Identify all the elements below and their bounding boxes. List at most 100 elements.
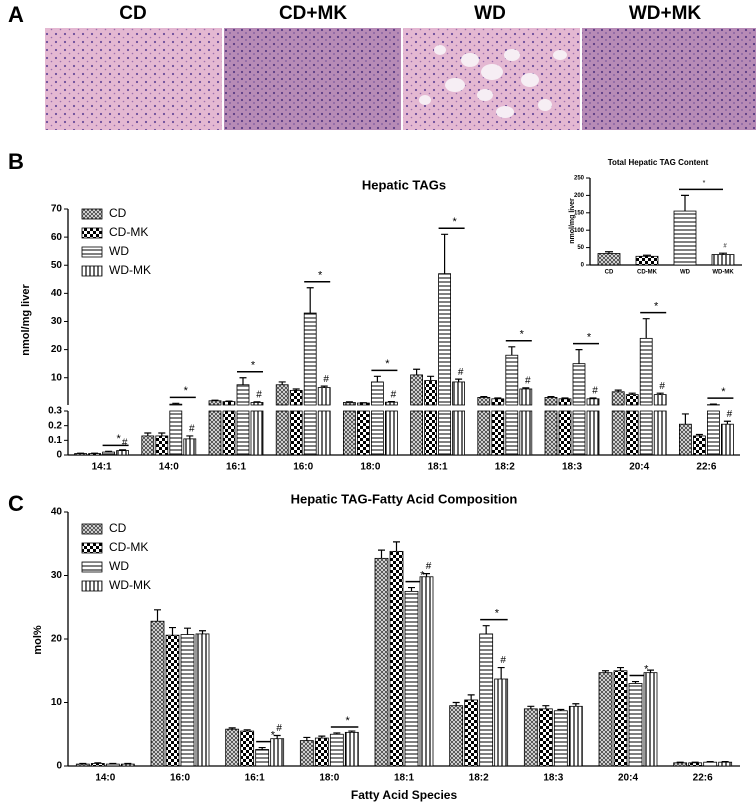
x-tick-label: WD (680, 270, 691, 276)
bar (635, 255, 659, 266)
error-bar (333, 732, 341, 735)
error-bar (572, 703, 580, 707)
significance-label: * (420, 569, 425, 581)
significance-label: * (271, 729, 276, 741)
bar (169, 403, 183, 406)
bar (208, 410, 222, 456)
y-axis-label: mol% (32, 625, 44, 655)
error-bar (695, 433, 703, 436)
error-bar (393, 541, 400, 552)
bar (240, 730, 255, 767)
bar (116, 450, 129, 456)
error-bar (632, 680, 639, 684)
bar (586, 410, 600, 456)
bar (711, 254, 735, 266)
x-tick-label: CD-MK (637, 270, 658, 276)
error-bar (373, 375, 381, 382)
x-tick-label: 18:0 (319, 773, 339, 784)
bar (597, 253, 621, 266)
legend-label: CD-MK (109, 225, 148, 239)
bar (370, 410, 384, 456)
error-bar (109, 762, 117, 765)
image-label: WD+MK (629, 3, 702, 24)
panel-letter: A (8, 2, 24, 27)
y-tick-label: 70 (51, 204, 63, 215)
x-axis-label: Fatty Acid Species (351, 788, 458, 802)
error-bar (211, 399, 219, 401)
error-bar (467, 694, 475, 700)
x-tick-label: WD-MK (712, 270, 734, 276)
bar (703, 761, 718, 767)
bar (505, 354, 519, 406)
x-tick-label: 18:3 (543, 773, 563, 784)
bar (653, 410, 667, 456)
error-bar (273, 734, 281, 739)
y-tick-label: 0.3 (48, 406, 62, 417)
error-bar (494, 397, 502, 399)
error-bar (647, 669, 654, 673)
bar (673, 762, 688, 767)
error-bar (642, 318, 650, 339)
bar (438, 273, 452, 406)
error-bar (258, 746, 266, 750)
error-bar (455, 378, 463, 382)
histology-image (45, 28, 222, 130)
error-bar (278, 381, 286, 385)
error-bar (119, 449, 127, 451)
bar (628, 683, 643, 767)
error-bar (681, 194, 689, 212)
legend-swatch (81, 208, 103, 220)
x-tick-label: 18:2 (495, 462, 515, 473)
error-bar (408, 586, 415, 592)
bar (625, 410, 639, 456)
significance-label: * (703, 180, 706, 187)
error-bar (614, 389, 622, 392)
legend-swatch (81, 265, 103, 277)
bar (222, 410, 236, 456)
error-bar (239, 377, 247, 385)
bar (275, 410, 289, 456)
bar (102, 451, 115, 456)
error-bar (508, 346, 516, 356)
x-tick-label: 18:2 (469, 773, 489, 784)
significance-label: * (116, 433, 121, 445)
significance-label: * (644, 663, 649, 675)
bar (344, 731, 359, 767)
x-tick-label: 14:1 (92, 462, 112, 473)
error-bar (79, 762, 87, 765)
bar (317, 387, 331, 406)
error-bar (303, 736, 311, 741)
bar (404, 590, 419, 767)
bar (553, 710, 568, 767)
significance-label: # (500, 655, 506, 666)
significance-label: # (189, 424, 195, 435)
bar (374, 557, 389, 767)
significance-label: * (184, 385, 189, 397)
x-tick-label: 20:4 (629, 462, 649, 473)
y-tick-label: 0 (56, 761, 62, 772)
bar (384, 401, 398, 406)
bar (452, 410, 466, 456)
bar (183, 438, 197, 456)
legend-label: CD-MK (109, 540, 148, 554)
bar (169, 410, 183, 456)
bar (289, 410, 303, 456)
bar (568, 705, 583, 767)
x-tick-label: 22:6 (696, 462, 716, 473)
error-bar (589, 397, 597, 399)
y-tick-label: 150 (574, 210, 585, 216)
y-tick-label: 40 (51, 288, 63, 299)
y-tick-label: 0 (56, 450, 62, 461)
bar (494, 678, 509, 767)
bar (479, 633, 494, 767)
legend-swatch (81, 523, 103, 535)
bar (90, 763, 105, 767)
error-bar (575, 349, 583, 364)
bar (544, 410, 558, 456)
y-tick-label: 200 (574, 193, 585, 199)
error-bar (482, 625, 490, 634)
bar (208, 400, 222, 406)
error-bar (253, 401, 261, 403)
error-bar (243, 729, 251, 732)
legend-swatch (81, 227, 103, 239)
